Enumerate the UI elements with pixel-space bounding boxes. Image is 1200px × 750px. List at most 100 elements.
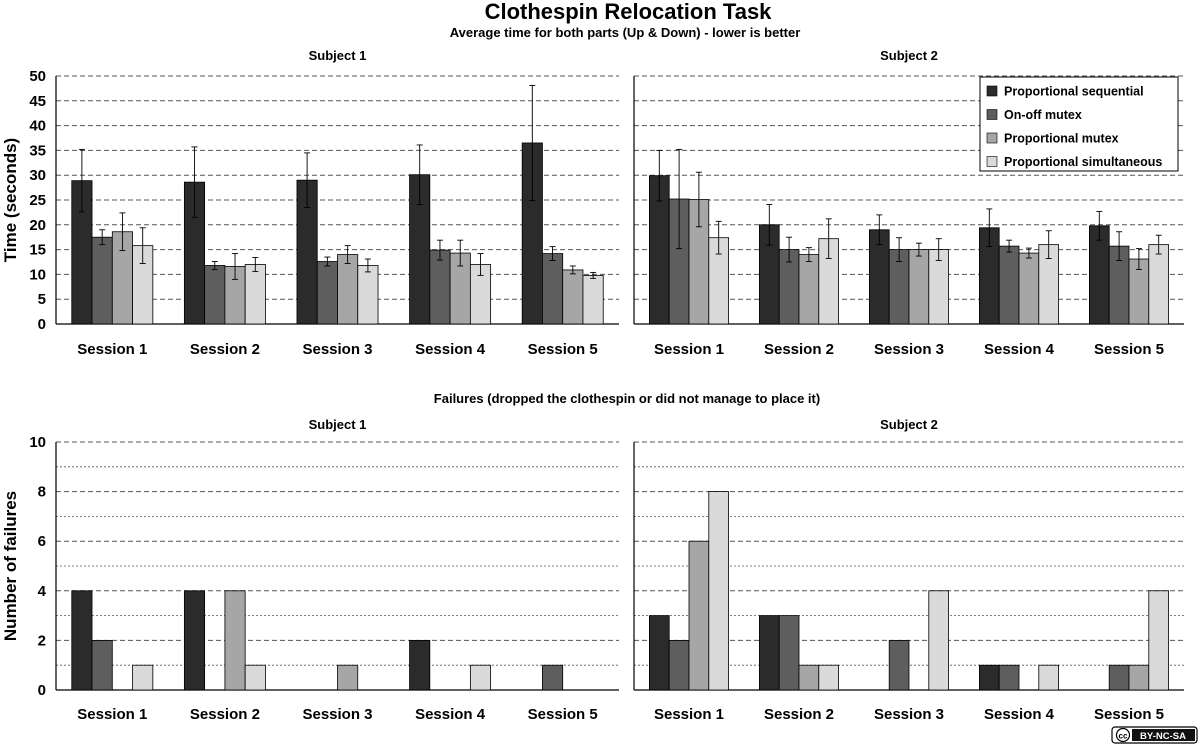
bar	[337, 664, 359, 691]
y-axis-label: Number of failures	[1, 491, 20, 641]
figure-title: Clothespin Relocation Task	[485, 0, 773, 24]
bar	[542, 664, 564, 691]
y-tick-label: 0	[38, 316, 46, 333]
chart-panel-fail-s1: 0 2 4 6 8 10 Subject 1 Number of failures Sessio…	[1, 417, 619, 723]
legend-label: Proportional mutex	[1004, 132, 1119, 146]
bar	[1018, 252, 1040, 325]
bar	[888, 640, 910, 691]
bar	[1038, 664, 1060, 691]
bar	[91, 236, 113, 325]
legend-label: On-off mutex	[1004, 108, 1082, 122]
y-tick-label: 35	[29, 142, 46, 159]
bar	[998, 664, 1020, 691]
bar	[316, 261, 338, 325]
y-tick-label: 2	[38, 632, 46, 649]
x-tick-label: Session 5	[1094, 706, 1164, 723]
bar	[798, 664, 820, 691]
bar	[818, 664, 839, 691]
bar	[928, 590, 949, 691]
y-tick-label: 6	[38, 533, 46, 550]
bar	[183, 590, 206, 691]
y-tick-label: 30	[29, 167, 46, 184]
panel-title: Subject 1	[309, 417, 367, 432]
bar	[1108, 664, 1130, 691]
x-tick-label: Session 2	[190, 341, 260, 358]
bar	[778, 615, 800, 691]
bar	[1128, 664, 1150, 691]
y-tick-label: 8	[38, 484, 46, 501]
bar	[582, 274, 604, 325]
y-tick-label: 4	[38, 583, 47, 600]
panel-title: Subject 2	[880, 48, 938, 63]
license-label: BY-NC-SA	[1140, 731, 1186, 742]
x-tick-label: Session 3	[874, 341, 944, 358]
legend-swatch	[986, 132, 998, 144]
bar	[759, 615, 780, 691]
x-tick-label: Session 5	[528, 706, 598, 723]
x-tick-label: Session 3	[302, 341, 372, 358]
license-label-bg	[1132, 729, 1195, 741]
bar	[204, 265, 226, 325]
x-tick-label: Session 3	[302, 706, 372, 723]
y-tick-label: 45	[29, 93, 46, 110]
y-axis-label: Time (seconds)	[1, 138, 20, 262]
bar	[542, 253, 564, 325]
y-tick-label: 50	[29, 68, 46, 85]
y-tick-label: 5	[38, 291, 46, 308]
bar	[429, 249, 451, 325]
x-tick-label: Session 2	[764, 706, 834, 723]
y-tick-label: 0	[38, 682, 46, 699]
y-tick-label: 40	[29, 118, 46, 135]
bar	[688, 540, 710, 691]
bar	[91, 640, 113, 691]
chart-panel-fail-s2: Subject 2 Session 1 Session 2 Session 3 Sess…	[633, 417, 1184, 723]
bar	[668, 640, 690, 691]
bar	[337, 254, 359, 325]
y-tick-label: 10	[29, 434, 46, 451]
bar	[357, 265, 379, 325]
legend: Proportional sequential On-off mutex Propo…	[979, 76, 1179, 172]
x-tick-label: Session 4	[415, 341, 486, 358]
figure-subtitle: Average time for both parts (Up & Down) …	[450, 25, 801, 40]
panel-title: Subject 1	[309, 48, 367, 63]
bar	[979, 664, 1000, 691]
cc-icon-text: cc	[1119, 732, 1128, 741]
bar	[1148, 244, 1170, 325]
legend-swatch	[986, 85, 998, 97]
x-tick-label: Session 5	[1094, 341, 1164, 358]
y-tick-label: 20	[29, 217, 46, 234]
panel-title: Subject 2	[880, 417, 938, 432]
x-tick-label: Session 1	[77, 706, 147, 723]
failures-title: Failures (dropped the clothespin or did …	[434, 391, 820, 406]
legend-swatch	[986, 109, 998, 120]
bar	[71, 590, 93, 691]
x-tick-label: Session 2	[764, 341, 834, 358]
bar	[132, 664, 154, 691]
x-tick-label: Session 1	[77, 341, 147, 358]
bar	[244, 264, 266, 325]
x-tick-label: Session 5	[528, 341, 598, 358]
bar	[649, 615, 670, 691]
legend-label: Proportional simultaneous	[1004, 155, 1162, 169]
bar	[708, 491, 729, 691]
bar	[562, 269, 584, 325]
bar	[244, 664, 266, 691]
x-tick-label: Session 1	[654, 706, 724, 723]
legend-label: Proportional sequential	[1004, 85, 1144, 99]
legend-box	[979, 76, 1179, 172]
bar	[409, 640, 431, 691]
x-tick-label: Session 4	[415, 706, 486, 723]
x-tick-label: Session 2	[190, 706, 260, 723]
y-tick-label: 25	[29, 192, 46, 209]
cc-icon	[1115, 727, 1131, 743]
bar	[908, 249, 930, 325]
bar	[469, 664, 492, 691]
x-tick-label: Session 4	[984, 706, 1055, 723]
bar	[224, 590, 246, 691]
chart-panel-time-s1: 0 5 10 15 20 25 30 35 40 45 50 Subject 1 Time (secon…	[1, 48, 619, 358]
x-tick-label: Session 3	[874, 706, 944, 723]
legend-swatch	[986, 156, 998, 167]
